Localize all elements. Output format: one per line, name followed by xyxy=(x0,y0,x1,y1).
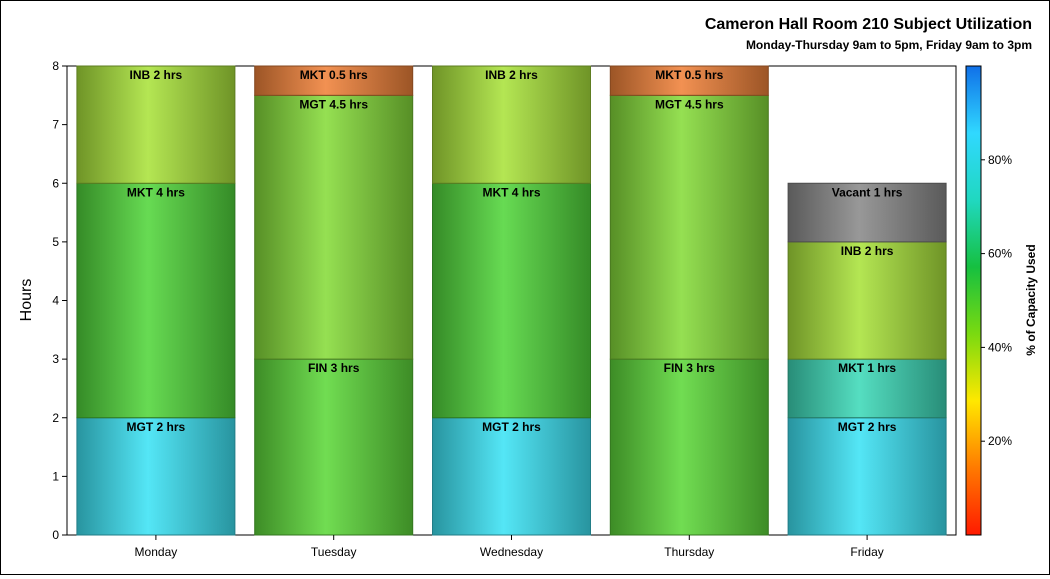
bar-segment-friday-inb xyxy=(787,241,947,360)
segment-label: MGT 4.5 hrs xyxy=(655,97,724,111)
segment-label: Vacant 1 hrs xyxy=(832,185,903,199)
colorbar-tick-label: 60% xyxy=(988,247,1012,261)
colorbar-title: % of Capacity Used xyxy=(1024,244,1038,355)
segment-label: FIN 3 hrs xyxy=(308,361,360,375)
segment-label: MKT 0.5 hrs xyxy=(300,68,368,82)
segment-label: MGT 2 hrs xyxy=(127,420,186,434)
bar-segment-tuesday-mkt xyxy=(254,65,414,96)
segment-label: MKT 4 hrs xyxy=(482,185,540,199)
bar-segment-monday-inb xyxy=(76,65,236,184)
y-tick-label: 6 xyxy=(52,176,59,190)
bar-segment-wednesday-inb xyxy=(432,65,591,184)
bar-segment-monday-mgt xyxy=(76,417,236,536)
colorbar-legend: 20% 40% 60% 80% xyxy=(965,65,1012,536)
x-tick-label: Monday xyxy=(135,545,178,559)
bar-segment-thursday-mkt xyxy=(609,65,769,96)
x-tick-label: Tuesday xyxy=(311,545,357,559)
x-tick-label: Wednesday xyxy=(480,545,543,559)
y-axis-title: Hours xyxy=(18,279,35,322)
bar-segment-friday-mgt xyxy=(787,417,947,536)
plot-area: 0 1 2 3 4 5 6 7 8 MGT 2 hrs MKT 4 hrs INB 2 hrs FIN … xyxy=(52,59,957,559)
segment-label: INB 2 hrs xyxy=(841,244,894,258)
segment-label: MGT 2 hrs xyxy=(482,420,541,434)
y-tick-label: 7 xyxy=(52,118,59,132)
segment-label: INB 2 hrs xyxy=(130,68,183,82)
bar-segment-tuesday-mgt xyxy=(254,94,414,360)
bar-segment-monday-mkt xyxy=(76,182,236,419)
bar-segment-tuesday-fin xyxy=(254,358,414,536)
segment-label: INB 2 hrs xyxy=(485,68,538,82)
bar-segment-thursday-mgt xyxy=(609,94,769,360)
segment-label: MKT 0.5 hrs xyxy=(655,68,723,82)
y-tick-label: 8 xyxy=(52,59,59,73)
bar-segment-wednesday-mgt xyxy=(432,417,591,536)
colorbar-tick-label: 80% xyxy=(988,153,1012,167)
y-tick-label: 5 xyxy=(52,235,59,249)
colorbar-tick-label: 40% xyxy=(988,340,1012,354)
colorbar-gradient xyxy=(965,65,982,536)
chart-title: Cameron Hall Room 210 Subject Utilizatio… xyxy=(705,16,1032,33)
x-tick-label: Thursday xyxy=(664,545,714,559)
segment-label: MKT 1 hrs xyxy=(838,361,896,375)
y-tick-label: 1 xyxy=(52,469,59,483)
y-tick-label: 2 xyxy=(52,411,59,425)
segment-label: MGT 4.5 hrs xyxy=(299,97,368,111)
chart-subtitle: Monday-Thursday 9am to 5pm, Friday 9am t… xyxy=(746,38,1032,52)
y-tick-label: 4 xyxy=(52,294,59,308)
bar-segment-wednesday-mkt xyxy=(432,182,591,419)
bar-segment-friday-vacant xyxy=(787,182,947,243)
segment-label: MGT 2 hrs xyxy=(838,420,897,434)
segment-label: FIN 3 hrs xyxy=(664,361,716,375)
y-tick-label: 0 xyxy=(52,528,59,542)
x-tick-label: Friday xyxy=(850,545,883,559)
y-tick-label: 3 xyxy=(52,352,59,366)
bar-segment-thursday-fin xyxy=(609,358,769,536)
colorbar-tick-label: 20% xyxy=(988,434,1012,448)
segment-label: MKT 4 hrs xyxy=(127,185,185,199)
